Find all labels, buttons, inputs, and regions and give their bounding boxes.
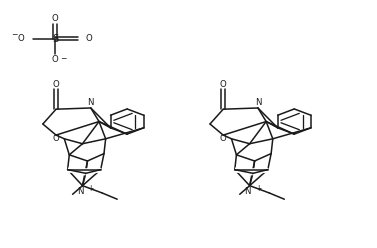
Text: O: O — [52, 55, 58, 64]
Text: O: O — [86, 34, 92, 43]
Text: O: O — [53, 80, 60, 89]
Text: S: S — [52, 34, 58, 44]
Text: N: N — [245, 187, 251, 196]
Text: +: + — [255, 184, 261, 193]
Text: N: N — [87, 98, 94, 107]
Text: −: − — [60, 54, 67, 63]
Text: O: O — [219, 134, 226, 143]
Text: O: O — [52, 14, 58, 23]
Text: O: O — [18, 34, 25, 43]
Text: −: − — [11, 30, 17, 39]
Text: N: N — [254, 98, 261, 107]
Text: O: O — [52, 134, 59, 143]
Text: +: + — [87, 184, 94, 193]
Text: N: N — [77, 187, 84, 196]
Text: O: O — [220, 80, 227, 89]
